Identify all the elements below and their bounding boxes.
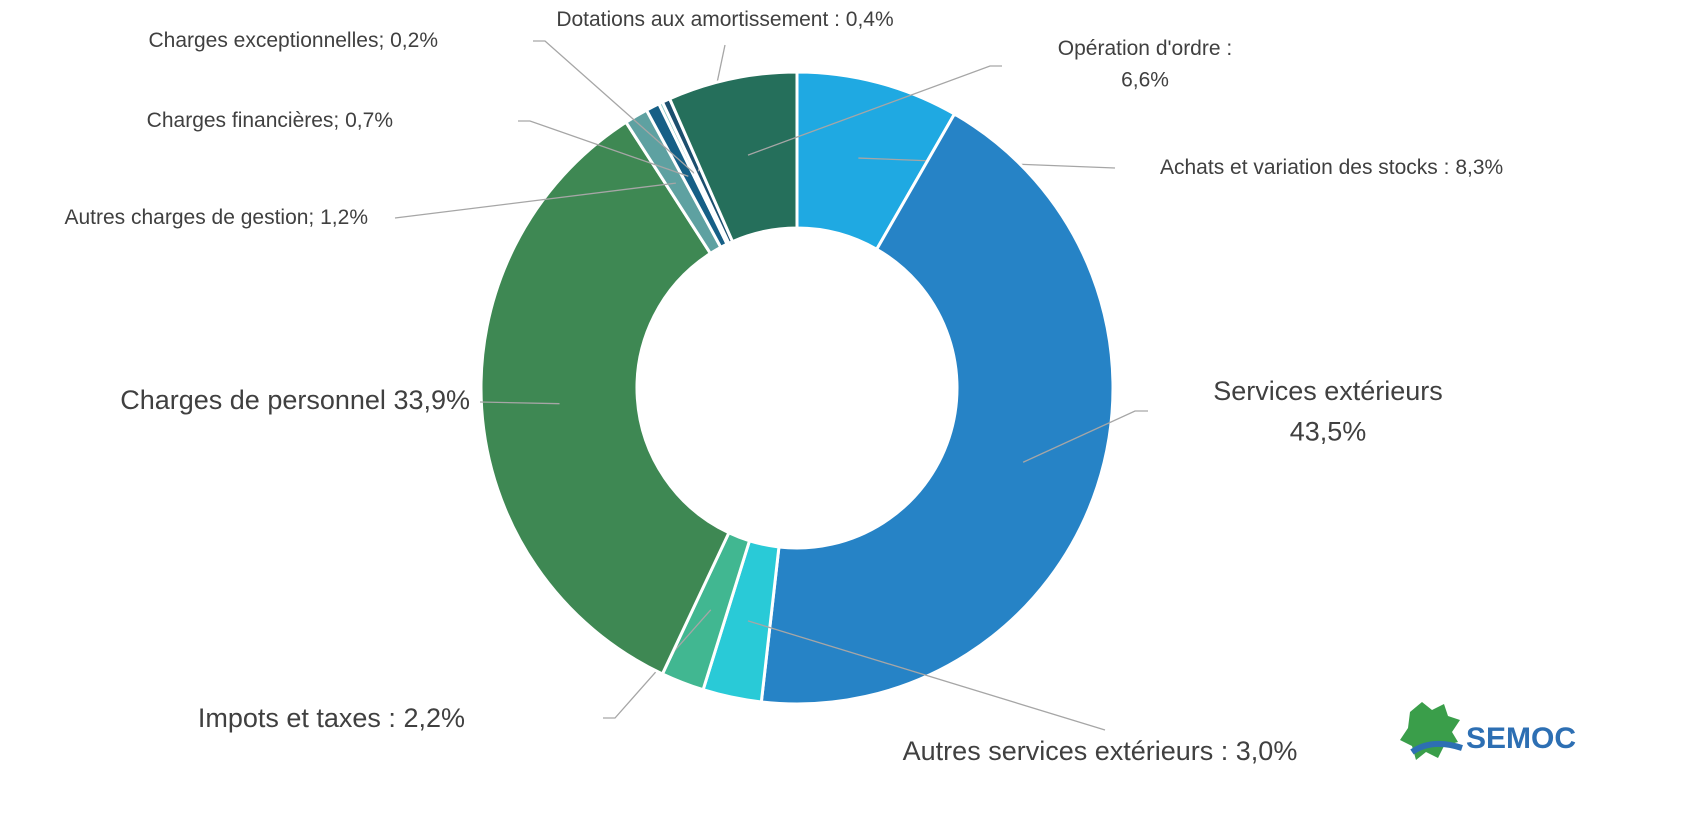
logo: SEMOC xyxy=(1400,702,1576,760)
label-value: 0,2% xyxy=(390,29,438,52)
data-label: Charges de personnel 33,9% xyxy=(120,385,470,415)
label-value: 0,7% xyxy=(345,109,393,132)
donut-segment xyxy=(479,120,731,676)
label-name: Opération d'ordre : xyxy=(1058,37,1232,60)
data-label: Services extérieurs 43,5% xyxy=(1213,376,1443,447)
leader-line xyxy=(533,40,695,174)
leader-line xyxy=(1022,410,1148,463)
data-label: Autres charges de gestion; 1,2% xyxy=(64,206,368,229)
label-name: Charges exceptionnelles; xyxy=(148,29,384,52)
label-value: 33,9% xyxy=(393,385,470,415)
leader-line xyxy=(479,401,560,405)
leader-line xyxy=(518,120,689,177)
logo-text: SEMOC xyxy=(1466,722,1576,755)
label-name: Achats et variation des stocks : xyxy=(1160,156,1449,179)
leader-line xyxy=(747,65,1002,156)
label-name: Charges financières; xyxy=(147,109,340,132)
label-name: Autres charges de gestion; xyxy=(64,206,314,229)
label-name: Autres services extérieurs : xyxy=(903,736,1229,766)
donut-segment xyxy=(667,70,799,244)
label-value: 2,2% xyxy=(403,703,465,733)
label-value: 3,0% xyxy=(1236,736,1298,766)
data-label: Charges financières; 0,7% xyxy=(147,109,393,132)
label-value: 43,5% xyxy=(1290,417,1367,447)
data-label: Achats et variation des stocks : 8,3% xyxy=(1160,156,1503,179)
data-label: Opération d'ordre : 6,6% xyxy=(1058,37,1232,92)
donut-segment xyxy=(759,111,1115,706)
label-name: Charges de personnel xyxy=(120,385,386,415)
leader-line xyxy=(603,609,712,719)
label-name: Dotations aux amortissement : xyxy=(556,8,840,31)
leader-line xyxy=(394,182,676,219)
label-value: 6,6% xyxy=(1121,68,1169,91)
label-name: Impots et taxes : xyxy=(198,703,396,733)
data-label: Charges exceptionnelles; 0,2% xyxy=(148,29,438,52)
label-value: 1,2% xyxy=(320,206,368,229)
logo-wave xyxy=(1410,740,1463,755)
data-label: Impots et taxes : 2,2% xyxy=(198,703,465,733)
label-value: 8,3% xyxy=(1455,156,1503,179)
logo-icon xyxy=(1400,702,1460,760)
data-label: Autres services extérieurs : 3,0% xyxy=(903,736,1298,766)
data-label: Dotations aux amortissement : 0,4% xyxy=(556,8,893,31)
label-name: Services extérieurs xyxy=(1213,376,1443,406)
label-value: 0,4% xyxy=(846,8,894,31)
leader-line xyxy=(747,620,1106,731)
